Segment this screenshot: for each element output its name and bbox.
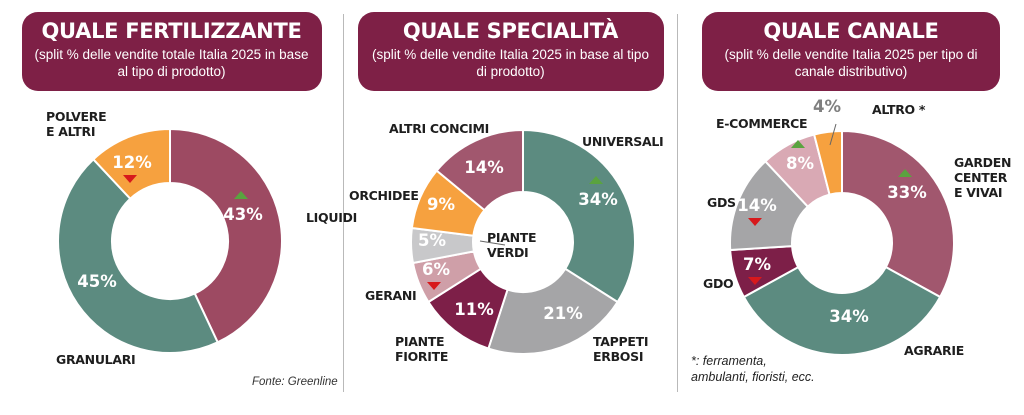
category-label: LIQUIDI [306,210,357,225]
panel-title: QUALE FERTILIZZANTE [41,19,302,43]
source-note: Fonte: Greenline [252,376,338,388]
panel-subtitle: (split % delle vendite totale Italia 202… [34,47,309,79]
slice-value-label: 34% [829,307,869,326]
category-label: ORCHIDEE [349,188,419,203]
trend-down-icon [427,282,441,290]
footnote: *: ferramenta, ambulanti, fioristi, ecc. [691,354,815,384]
trend-down-icon [123,175,137,183]
category-label: ALTRI CONCIMI [389,121,490,136]
slice-value-label: 14% [737,196,777,215]
category-label: TAPPETI ERBOSI [593,334,649,364]
panel-header: QUALE FERTILIZZANTE (split % delle vendi… [21,12,322,91]
category-label: POLVERE E ALTRI [46,109,107,139]
category-label: ALTRO * [872,102,926,117]
slice-value-label: 14% [464,158,504,177]
panel-subtitle: (split % delle vendite Italia 2025 per t… [724,47,978,79]
panel-subtitle: (split % delle vendite Italia 2025 in ba… [372,47,649,79]
donut-hole [112,183,228,299]
divider-2 [677,14,678,392]
divider-1 [343,14,344,392]
slice-value-label: 8% [786,154,814,173]
category-label: E-COMMERCE [716,116,808,131]
category-label: GERANI [365,288,417,303]
slice-value-label: 11% [454,300,494,319]
leader-line [829,123,837,146]
slice-value-label: 45% [77,272,117,291]
category-label: AGRARIE [904,343,964,358]
donut-hole [473,192,573,292]
category-label: UNIVERSALI [582,134,664,149]
panel-title: QUALE SPECIALITÀ [402,19,619,43]
panel-specialita: QUALE SPECIALITÀ (split % delle vendite … [344,0,677,415]
slice-value-label: 9% [427,195,455,214]
slice-value-label: 5% [418,231,446,250]
category-label: GRANULARI [56,352,136,367]
panel-title: QUALE CANALE [763,19,939,43]
panel-canale: QUALE CANALE (split % delle vendite Ital… [678,0,1024,415]
category-label: GARDEN CENTER E VIVAI [954,155,1012,200]
panel-header: QUALE CANALE (split % delle vendite Ital… [702,12,1000,91]
slice-value-label: 6% [422,260,450,279]
trend-up-icon [234,191,248,199]
slice-value-label: 21% [543,304,583,323]
slice-value-label: 7% [743,255,771,274]
slice-value-label: 33% [887,183,927,202]
slice-value-label: 4% [813,97,841,116]
category-label: PIANTE VERDI [487,230,537,260]
panel-fertilizzante: QUALE FERTILIZZANTE (split % delle vendi… [0,0,343,415]
category-label: GDS [707,195,736,210]
panel-header: QUALE SPECIALITÀ (split % delle vendite … [357,12,664,91]
trend-up-icon [791,140,805,148]
category-label: PIANTE FIORITE [395,334,449,364]
trend-down-icon [748,218,762,226]
trend-up-icon [589,176,603,184]
slice-value-label: 12% [112,153,152,172]
category-label: GDO [703,276,734,291]
trend-up-icon [898,169,912,177]
slice-value-label: 43% [223,205,263,224]
leader-line [479,240,506,246]
donut-hole [792,193,892,293]
slice-value-label: 34% [578,190,618,209]
trend-down-icon [748,277,762,285]
